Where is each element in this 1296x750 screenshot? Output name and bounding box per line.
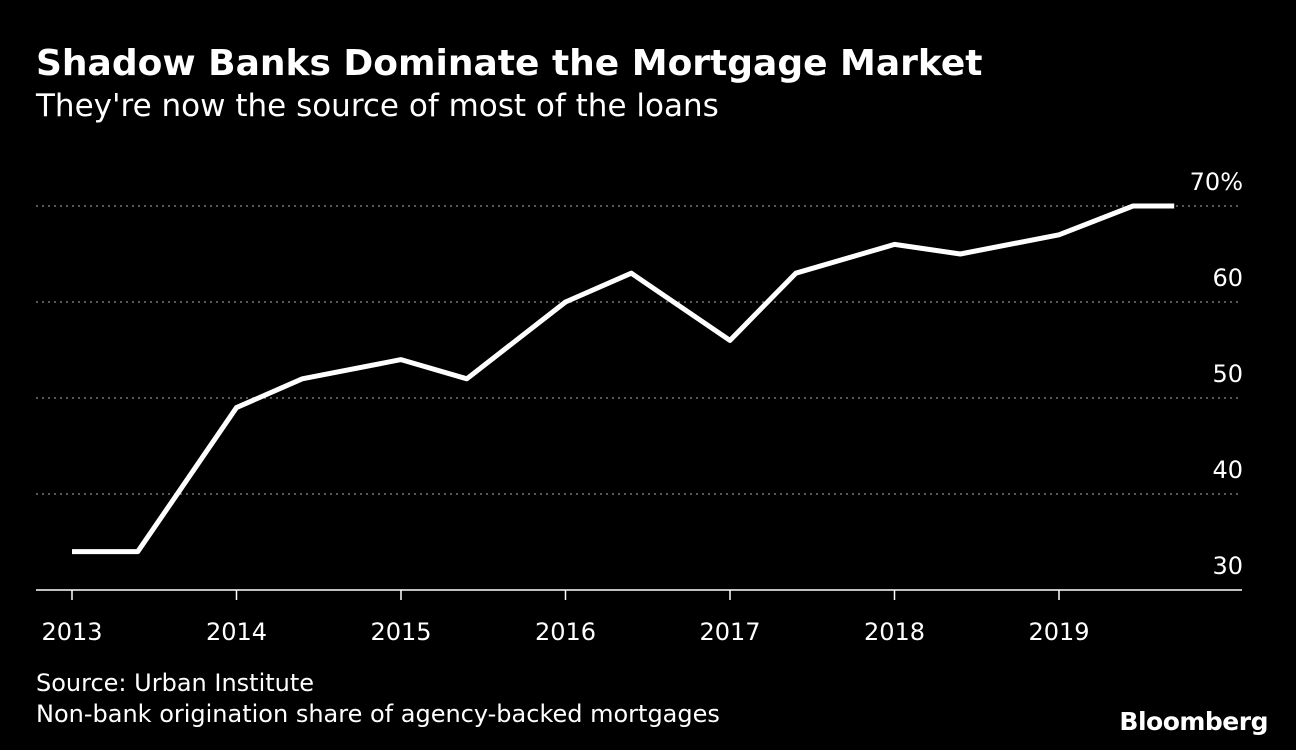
series-line-0 [72,203,1175,555]
x-tick-label-2018: 2018 [864,618,925,646]
chart-title: Shadow Banks Dominate the Mortgage Marke… [36,43,983,84]
x-tick-label-2017: 2017 [699,618,760,646]
chart-subtitle: They're now the source of most of the lo… [36,88,719,124]
x-tick-label-2014: 2014 [206,618,267,646]
x-tick-label-2016: 2016 [535,618,596,646]
x-tick-label-2015: 2015 [370,618,431,646]
y-tick-label-70: 70% [1190,168,1243,196]
x-tick-label-2013: 2013 [41,618,102,646]
bloomberg-logo: Bloomberg [1119,707,1268,736]
y-tick-label-30: 30 [1212,552,1243,580]
source-note: Source: Urban Institute [36,669,315,697]
footnote: Non-bank origination share of agency-bac… [36,700,720,728]
y-tick-label-40: 40 [1212,456,1243,484]
y-tick-label-50: 50 [1212,360,1243,388]
y-tick-label-60: 60 [1212,264,1243,292]
x-tick-label-2019: 2019 [1028,618,1089,646]
